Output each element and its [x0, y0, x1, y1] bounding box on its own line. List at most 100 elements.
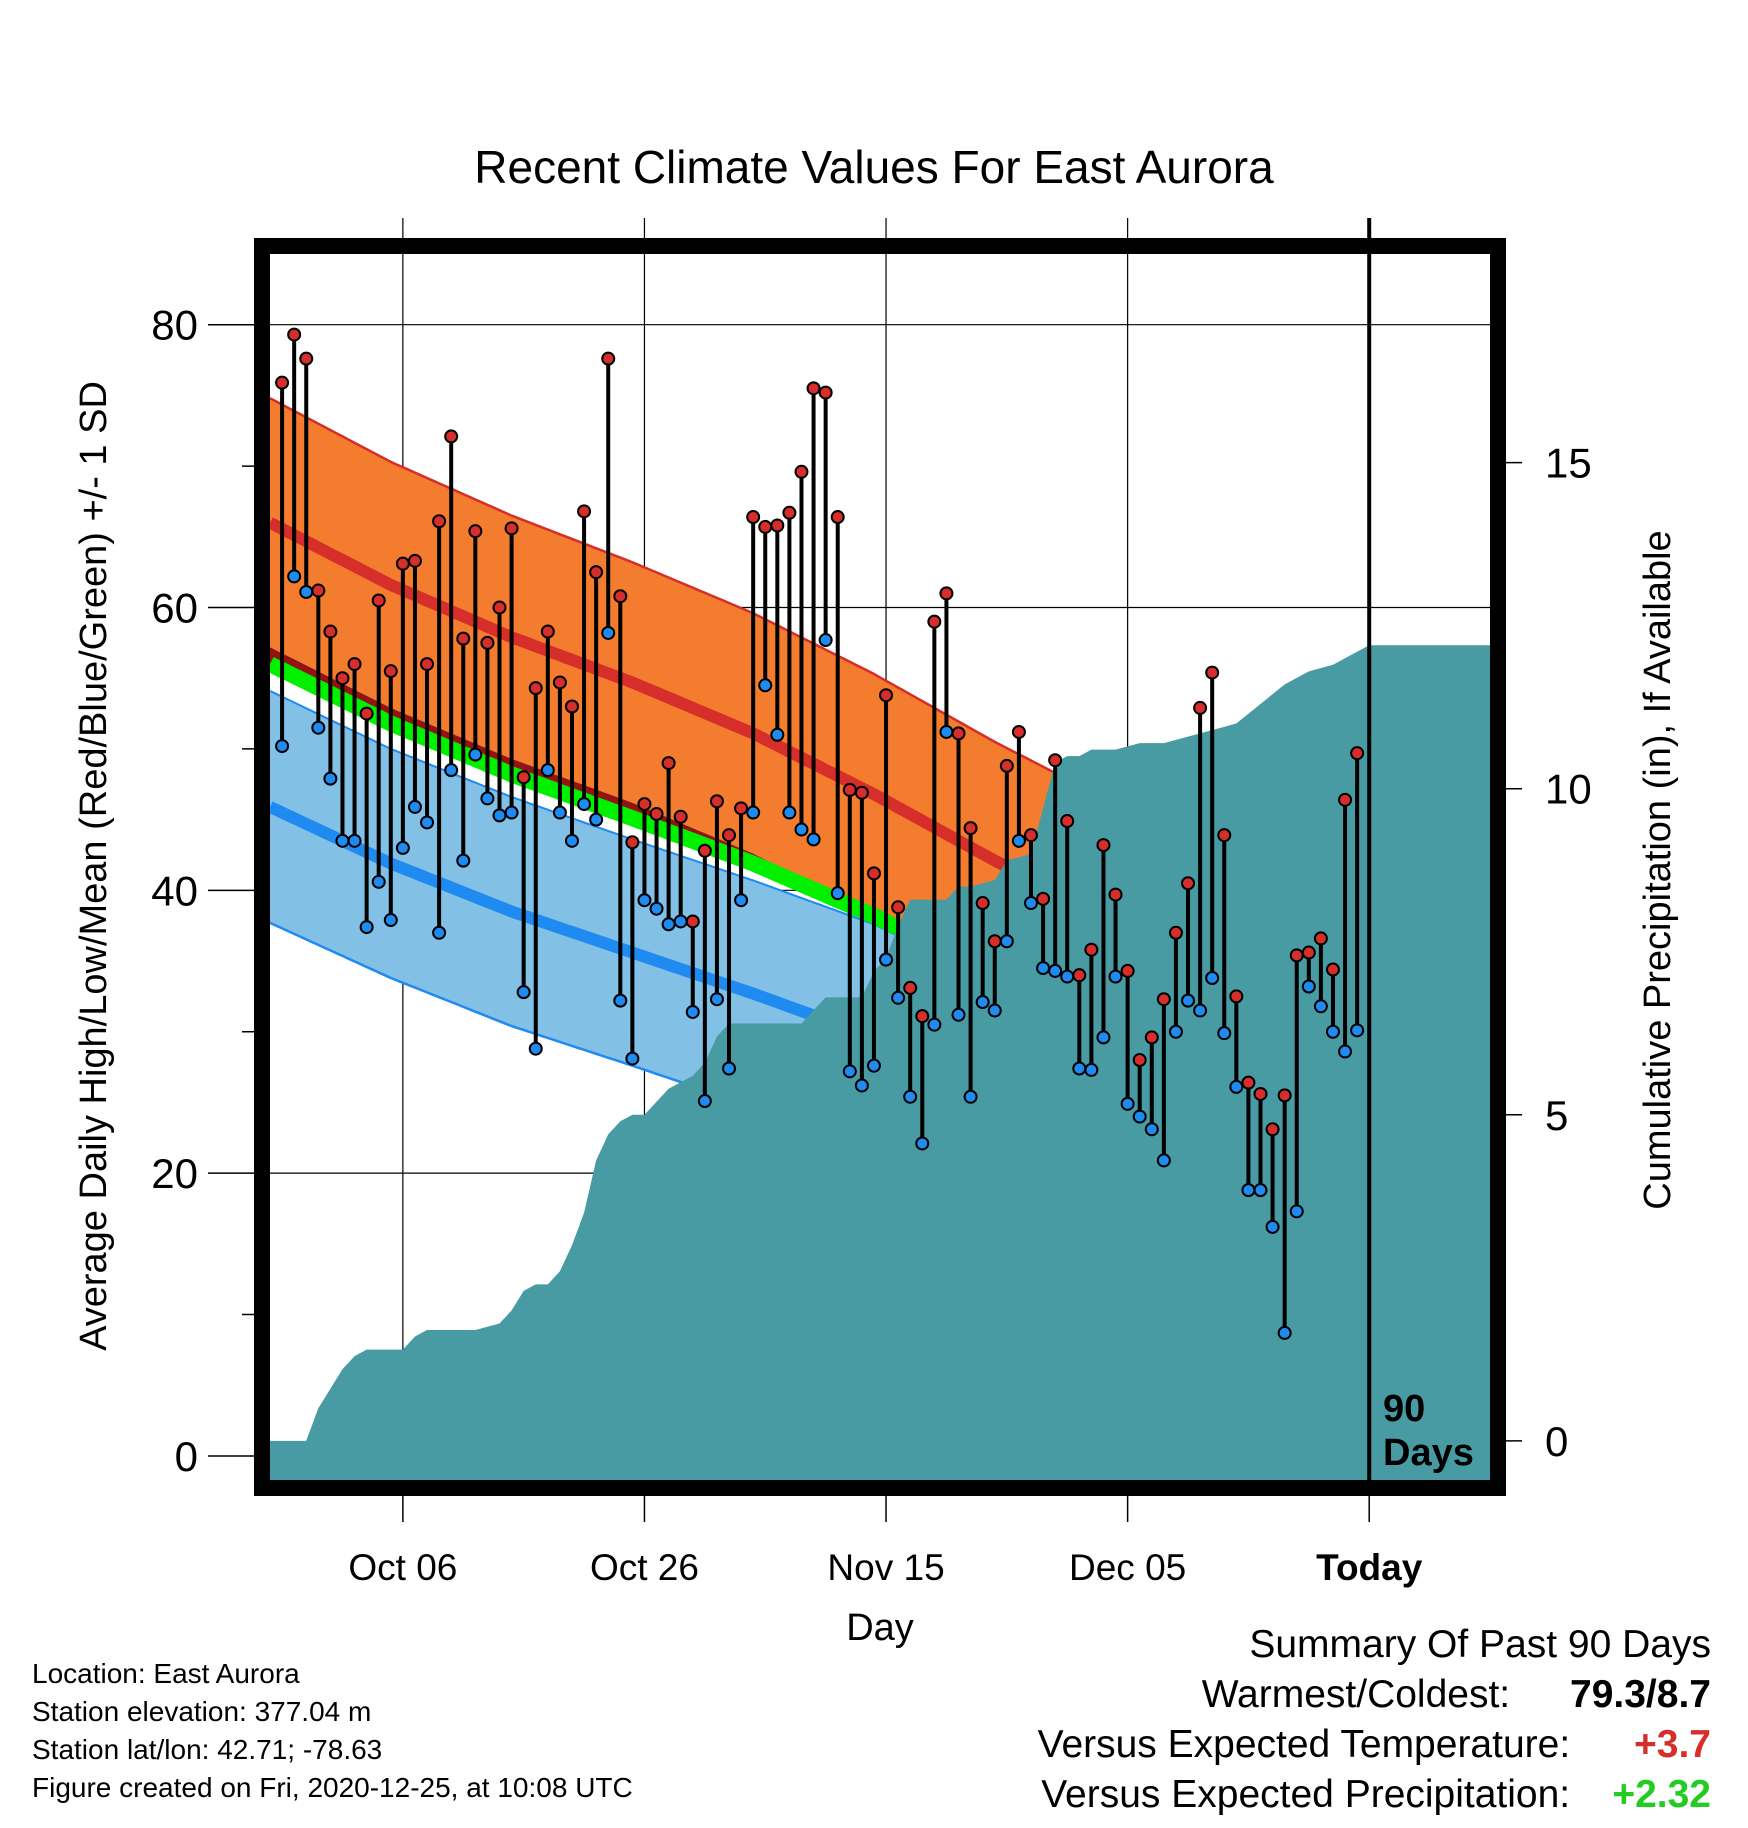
high-point: [1205, 665, 1220, 680]
low-point: [601, 625, 616, 640]
chart-title: Recent Climate Values For East Aurora: [474, 141, 1274, 193]
high-point: [504, 521, 519, 536]
summary-title-text: Summary Of Past 90 Days: [1249, 1623, 1711, 1666]
high-point: [1011, 724, 1026, 739]
low-point: [1265, 1219, 1280, 1234]
low-point: [504, 805, 519, 820]
low-point: [854, 1078, 869, 1093]
high-point: [1023, 828, 1038, 843]
summary-temp-row: Versus Expected Temperature: +3.7: [1038, 1723, 1711, 1767]
high-point: [1168, 925, 1183, 940]
low-point: [1338, 1044, 1353, 1059]
high-point: [879, 688, 894, 703]
low-point: [1096, 1030, 1111, 1045]
high-point: [685, 914, 700, 929]
low-point: [963, 1089, 978, 1104]
low-point: [420, 815, 435, 830]
plot-frame: [254, 238, 1506, 1496]
high-point: [1096, 838, 1111, 853]
high-point: [407, 553, 422, 568]
low-point: [516, 985, 531, 1000]
low-point: [637, 893, 652, 908]
axes: 0 20 40 60 80 0 5 10 15 Oct 06 Oct 26 Nov 15 Dec 05 T…: [151, 302, 1591, 1588]
low-point: [722, 1061, 737, 1076]
high-point: [625, 835, 640, 850]
low-point: [758, 678, 773, 693]
warmest-value: 79.3/8.7: [1570, 1673, 1711, 1716]
high-point: [480, 635, 495, 650]
low-point: [287, 569, 302, 584]
high-point: [359, 706, 374, 721]
high-point: [842, 782, 857, 797]
y-tick-label: 80: [151, 302, 198, 349]
high-point: [347, 657, 362, 672]
y2-tick-label: 15: [1545, 440, 1592, 487]
low-point: [1193, 1003, 1208, 1018]
low-point: [1036, 961, 1051, 976]
low-point: [915, 1136, 930, 1151]
high-point: [383, 664, 398, 679]
temp-label: Versus Expected Temperature:: [1037, 1723, 1571, 1766]
precip-label: Versus Expected Precipitation:: [1041, 1773, 1571, 1816]
high-point: [1036, 891, 1051, 906]
high-point: [1277, 1088, 1292, 1103]
low-point: [927, 1017, 942, 1032]
high-point: [540, 624, 555, 639]
high-point: [468, 524, 483, 539]
high-point: [589, 565, 604, 580]
high-point: [649, 806, 664, 821]
low-point: [685, 1004, 700, 1019]
high-point: [613, 589, 628, 604]
low-point: [830, 886, 845, 901]
high-point: [275, 375, 290, 390]
high-point: [1217, 828, 1232, 843]
x-axis-label: Day: [846, 1607, 914, 1649]
low-point: [1084, 1062, 1099, 1077]
high-point: [1144, 1030, 1159, 1045]
low-point: [806, 832, 821, 847]
low-point: [371, 874, 386, 889]
low-point: [1313, 999, 1328, 1014]
low-point: [1108, 969, 1123, 984]
low-point: [1217, 1026, 1232, 1041]
high-point: [1350, 746, 1365, 761]
x-tick-label: Dec 05: [1069, 1547, 1186, 1588]
created-text: Figure created on Fri, 2020-12-25, at 10…: [32, 1772, 633, 1803]
high-point: [335, 671, 350, 686]
high-point: [854, 785, 869, 800]
elevation-text: Station elevation: 377.04 m: [32, 1696, 372, 1727]
low-point: [480, 791, 495, 806]
low-point: [746, 805, 761, 820]
low-point: [1168, 1024, 1183, 1039]
low-point: [540, 763, 555, 778]
high-point: [552, 675, 567, 690]
low-point: [1325, 1024, 1340, 1039]
high-point: [999, 758, 1014, 773]
high-point: [420, 657, 435, 672]
y2-axis-label: Cumulative Precipitation (in), If Availa…: [1637, 530, 1679, 1209]
low-point: [444, 763, 459, 778]
low-point: [1253, 1183, 1268, 1198]
high-point: [444, 429, 459, 444]
y-tick-label: 60: [151, 585, 198, 632]
low-point: [1120, 1096, 1135, 1111]
high-point: [1156, 992, 1171, 1007]
high-point: [782, 505, 797, 520]
y-axis-label: Average Daily High/Low/Mean (Red/Blue/Gr…: [73, 381, 115, 1351]
low-point: [951, 1007, 966, 1022]
high-point: [1120, 963, 1135, 978]
low-point: [347, 833, 362, 848]
low-point: [903, 1089, 918, 1104]
low-point: [1023, 896, 1038, 911]
low-point: [1048, 963, 1063, 978]
summary-title: Summary Of Past 90 Days: [1249, 1623, 1711, 1667]
latlon-text: Station lat/lon: 42.71; -78.63: [32, 1734, 383, 1765]
x-tick-label: Oct 06: [348, 1547, 457, 1588]
high-point: [456, 631, 471, 646]
today-days-label-text: Days: [1383, 1432, 1474, 1474]
low-point: [625, 1051, 640, 1066]
y2-tick-label: 0: [1545, 1418, 1568, 1465]
high-point: [1338, 792, 1353, 807]
high-point: [287, 327, 302, 342]
